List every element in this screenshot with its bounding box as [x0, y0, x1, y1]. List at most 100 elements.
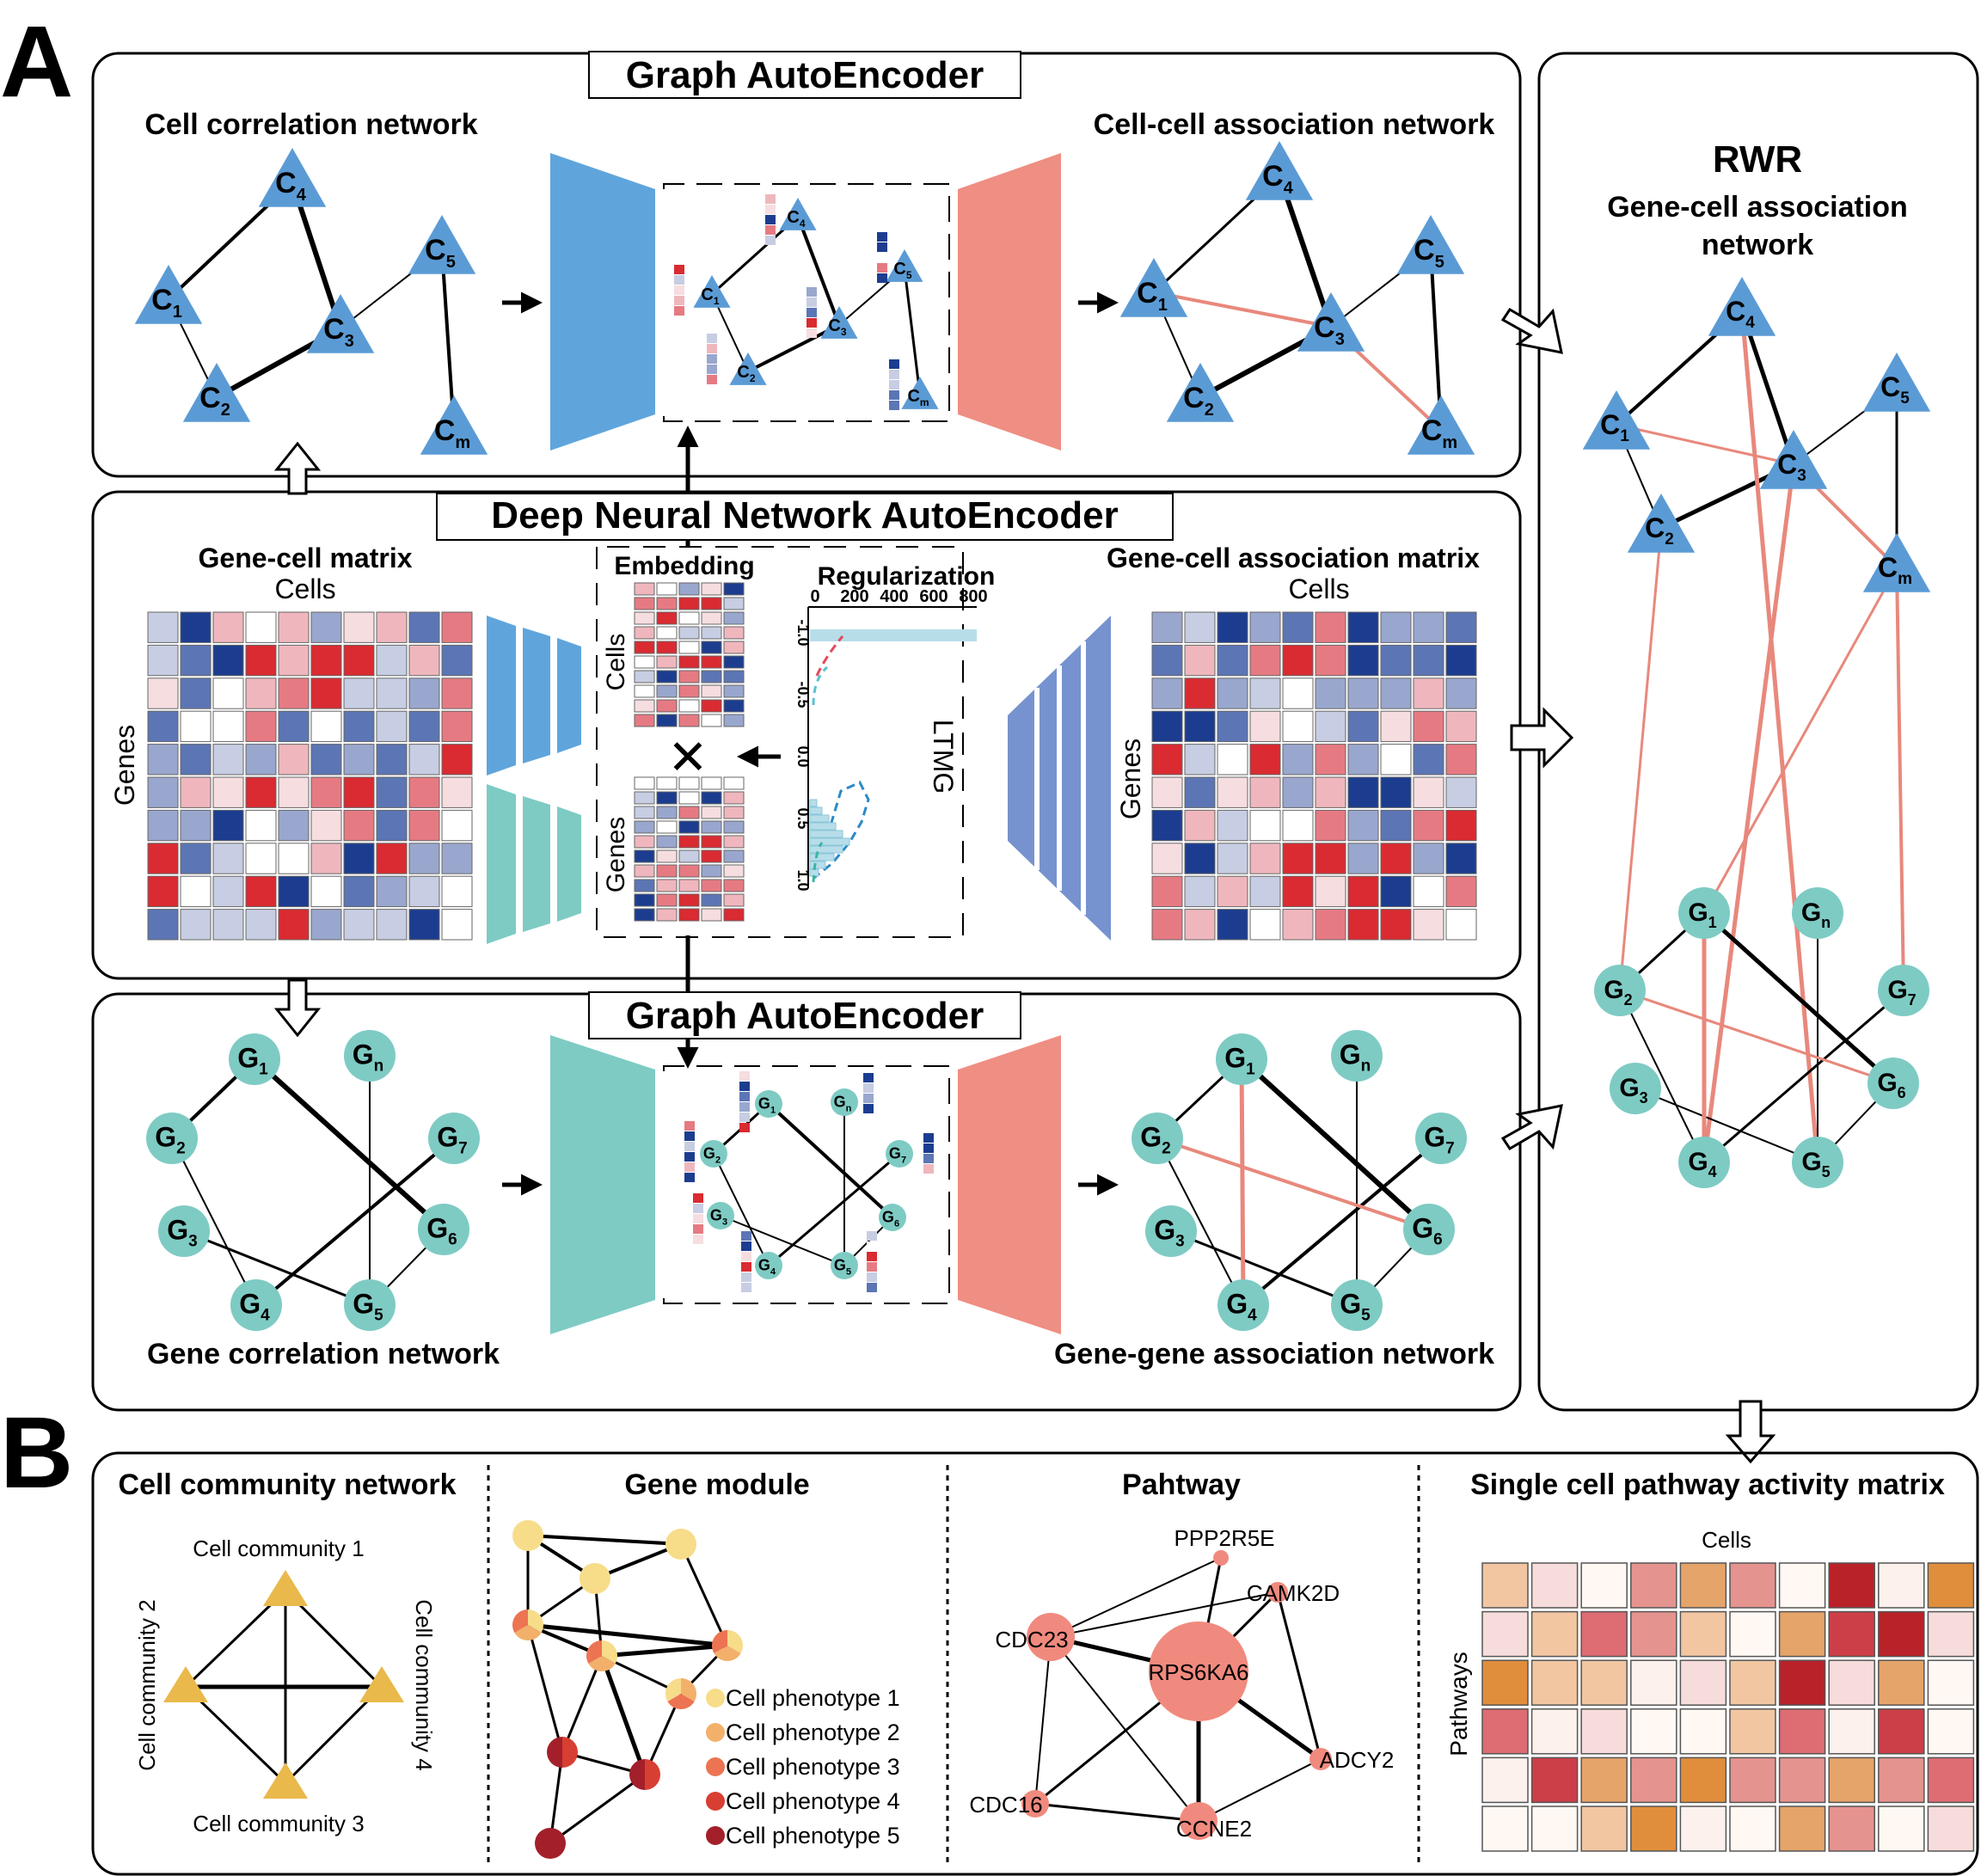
hollow-arrows-rwr: [1500, 307, 1574, 1151]
embedding-strip-cell: [739, 1092, 750, 1101]
gene-correlation-network: G1 G2 G3 G4 G5 G6 G7 Gn: [146, 1030, 480, 1331]
rwr-network: C1 C2 C3 C4 C5 Cm G1 G2 G3 G4 G5 G6 G7 Gn: [1582, 277, 1931, 1188]
cell-node-1-4: C4: [779, 198, 817, 230]
dnn-title: Deep Neural Network AutoEncoder: [491, 494, 1118, 536]
gene-cell-matrix-cell: [278, 809, 310, 842]
activity-cell: [1778, 1805, 1826, 1852]
gene-cell-matrix-cell: [245, 677, 277, 709]
embed-cells-cell: [678, 655, 700, 669]
gene-node-1-5: G5: [831, 1252, 858, 1279]
embedding-strip-cell: [765, 215, 776, 224]
embedding-strip-cell: [765, 205, 776, 214]
assoc-matrix-cell: [1445, 710, 1477, 743]
assoc-matrix-cell: [1380, 744, 1412, 776]
cell-node-0-4-label: C4: [275, 167, 307, 205]
cell-correlation-title: Cell correlation network: [144, 108, 477, 141]
activity-cell: [1927, 1610, 1975, 1658]
embed-genes-cell: [723, 776, 745, 790]
embed-cells-cell: [701, 641, 722, 654]
assoc-matrix-cell: [1184, 677, 1216, 709]
assoc-matrix-cell: [1413, 909, 1444, 941]
gene-node-1-6: G6: [879, 1204, 906, 1231]
embedding-strip-cell: [693, 1193, 703, 1203]
embed-cells-cell: [723, 641, 745, 654]
gene-cell-matrix-cell: [343, 776, 375, 808]
embedding-genes-matrix: [634, 776, 745, 922]
gene-cell-matrix-cell: [310, 644, 342, 677]
hollow-arrow-rwr-down: [1725, 1400, 1776, 1464]
gene-module-node: [665, 1529, 696, 1560]
gene-cell-matrix-cell: [408, 710, 440, 743]
assoc-matrix-cell: [1380, 909, 1412, 941]
pathway-node-camk2d: [1267, 1582, 1288, 1603]
gene-node-2-5: G5: [1331, 1279, 1383, 1331]
embed-cells-cell: [634, 626, 655, 640]
gene-node-3-1: G1: [1678, 887, 1730, 939]
panel-letter-a: A: [0, 5, 73, 119]
gene-cell-matrix-cell: [278, 611, 310, 643]
embedding-strip-cell: [923, 1133, 934, 1143]
embedding-strip-cell: [674, 265, 684, 274]
gene-cell-matrix-cell: [408, 909, 440, 941]
gene-cell-matrix-cell: [310, 776, 342, 808]
gene-cell-matrix-cell: [343, 744, 375, 776]
gene-cell-matrix-cell: [343, 710, 375, 743]
hollow-arrow-up: [273, 441, 322, 495]
cell-node-2-2: C2: [1166, 363, 1235, 422]
embedding-strip-cell: [863, 1073, 874, 1082]
pathway-label-camk2d: CAMK2D: [1247, 1580, 1340, 1606]
activity-cell: [1729, 1610, 1776, 1658]
activity-cell: [1580, 1562, 1628, 1609]
gene-cell-matrix-cell: [376, 809, 408, 842]
assoc-matrix-cell: [1445, 809, 1477, 842]
reg-hist-bar: [809, 861, 826, 869]
embed-genes-cell: [634, 849, 655, 863]
regularization-title: Regularization: [818, 562, 996, 591]
embedding-strip-cell: [707, 365, 717, 374]
assoc-matrix-cell: [1315, 843, 1346, 874]
activity-cell: [1828, 1562, 1875, 1609]
reg-hist-bar: [809, 845, 843, 854]
embedding-strip-cell: [741, 1262, 751, 1272]
community-label-2: Cell community 2: [134, 1599, 160, 1770]
reg-y-tick: -1.0: [794, 619, 812, 646]
embed-cells-cell: [634, 611, 655, 625]
assoc-matrix-cell: [1315, 611, 1346, 643]
assoc-matrix-cell: [1184, 875, 1216, 908]
gene-cell-matrix-cell: [212, 843, 244, 874]
embed-genes-cell: [656, 908, 678, 922]
activity-cell: [1679, 1659, 1727, 1706]
activity-cell: [1481, 1610, 1529, 1658]
phenotype-swatch-3: [706, 1757, 725, 1776]
cell-node-3-m: Cm: [1862, 533, 1931, 592]
cell-node-1-1: C1: [693, 275, 731, 308]
gene-node-3-n: Gn: [1792, 887, 1843, 939]
gene-cell-matrix-cell: [147, 843, 179, 874]
activity-cell: [1630, 1805, 1677, 1852]
assoc-matrix-cell: [1413, 776, 1444, 808]
embed-genes-cell: [678, 893, 700, 907]
embed-genes-cell: [678, 864, 700, 878]
gae-title-frame: [588, 51, 1021, 99]
activity-cell: [1878, 1805, 1925, 1852]
embed-cells-cell: [678, 714, 700, 727]
embed-genes-cell: [701, 791, 722, 805]
assoc-matrix-cell: [1445, 843, 1477, 874]
gene-module-edge: [526, 1624, 564, 1753]
reg-x-tick: 0: [810, 587, 819, 606]
reg-x-ticks: 0 200 400 600 800: [810, 587, 987, 606]
gene-node-0-4: G4: [230, 1279, 282, 1331]
rwr-subtitle-line2: network: [1702, 229, 1813, 261]
gene-cell-matrix-cell: [180, 710, 212, 743]
cell-node-1-3: C3: [820, 306, 858, 339]
cell-node-1-2: C2: [729, 353, 767, 385]
cell-node-0-2: C2: [182, 363, 251, 422]
gene-node-3-7: G7: [1878, 965, 1929, 1016]
embedding-strip-cell: [807, 318, 817, 328]
gene-cell-matrix-cell: [441, 744, 473, 776]
pathway-edge: [1050, 1557, 1222, 1638]
embedding-strip-cell: [889, 380, 899, 389]
activity-cells-label: Cells: [1702, 1527, 1751, 1553]
embed-cells-cell: [723, 684, 745, 698]
gene-cell-matrix-cell: [441, 710, 473, 743]
